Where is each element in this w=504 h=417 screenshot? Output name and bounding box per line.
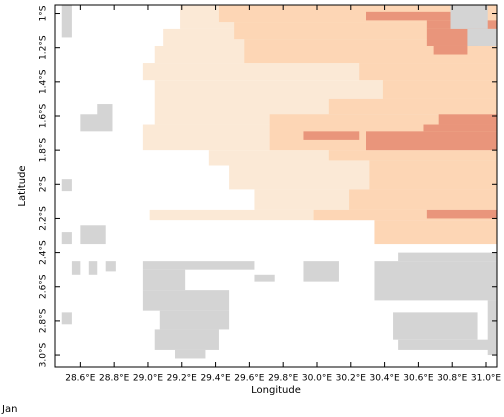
raster xyxy=(61,5,498,359)
grid-cell xyxy=(382,80,497,99)
y-tick-label: 2.8°S xyxy=(39,308,49,333)
y-axis-label: Latitude xyxy=(17,165,28,206)
grid-cell xyxy=(159,310,230,330)
y-tick-label: 1.4°S xyxy=(39,69,49,94)
x-tick-label: 30.2°E xyxy=(336,374,367,384)
x-tick-label: 31.0°E xyxy=(471,374,502,384)
x-tick-label: 30.8°E xyxy=(437,374,468,384)
grid-cell xyxy=(88,261,98,275)
grid-cell xyxy=(142,290,230,311)
grid-cell xyxy=(349,189,497,210)
grid-cell xyxy=(142,269,186,291)
grid-cell xyxy=(97,104,113,118)
grid-cell xyxy=(423,124,497,132)
grid-cell xyxy=(359,63,497,81)
grid-cell xyxy=(374,261,497,301)
y-tick-label: 2.2°S xyxy=(39,206,49,231)
y-tick-label: 2.6°S xyxy=(39,274,49,299)
grid-cell xyxy=(61,5,72,38)
grid-cell xyxy=(398,339,497,350)
grid-cell xyxy=(254,274,275,282)
grid-cell xyxy=(142,261,255,270)
x-tick-label: 29.8°E xyxy=(268,374,299,384)
grid-cell xyxy=(393,312,478,340)
grid-cell xyxy=(467,28,497,46)
y-tick-label: 1°S xyxy=(39,5,49,21)
y-tick-label: 2.4°S xyxy=(39,240,49,265)
x-tick-label: 29.2°E xyxy=(167,374,198,384)
grid-cell xyxy=(175,349,206,359)
grid-cell xyxy=(303,261,339,282)
x-tick-label: 28.6°E xyxy=(65,374,96,384)
x-tick-label: 30.6°E xyxy=(403,374,434,384)
grid-cell xyxy=(71,261,81,275)
grid-cell xyxy=(398,252,497,262)
x-tick-label: 29.0°E xyxy=(133,374,164,384)
grid-cell xyxy=(61,312,72,325)
grid-cell xyxy=(487,300,497,356)
x-tick-label: 28.8°E xyxy=(99,374,130,384)
y-tick-label: 1.8°S xyxy=(39,138,49,163)
grid-cell xyxy=(303,131,360,140)
grid-cell xyxy=(438,114,497,125)
y-tick-label: 1.6°S xyxy=(39,103,49,128)
grid-cell xyxy=(105,261,116,272)
grid-cell xyxy=(450,5,488,29)
grid-cell xyxy=(154,329,219,350)
grid-cell xyxy=(61,179,72,192)
y-tick-label: 2°S xyxy=(39,176,49,192)
x-tick-label: 29.4°E xyxy=(200,374,231,384)
grid-cell xyxy=(369,160,497,190)
caption: Jan xyxy=(1,404,17,415)
plot-frame xyxy=(54,4,498,368)
grid-cell xyxy=(80,225,106,245)
grid-cell xyxy=(433,45,468,55)
x-tick-label: 30.4°E xyxy=(369,374,400,384)
grid-cell xyxy=(313,209,497,221)
x-axis-label: Longitude xyxy=(251,385,301,396)
y-tick-label: 3.0°S xyxy=(39,342,49,367)
grid-cell xyxy=(366,131,497,151)
grid-cell xyxy=(80,114,113,132)
grid-cell xyxy=(426,209,497,219)
grid-cell xyxy=(61,232,72,245)
y-tick-label: 1.2°S xyxy=(39,35,49,60)
grid-cell xyxy=(328,98,497,115)
x-tick-label: 30.0°E xyxy=(302,374,333,384)
grid-cell xyxy=(426,28,478,46)
grid-cell xyxy=(328,150,497,161)
grid-cell xyxy=(374,220,497,245)
grid-cell xyxy=(366,11,454,21)
x-tick-label: 29.6°E xyxy=(234,374,265,384)
